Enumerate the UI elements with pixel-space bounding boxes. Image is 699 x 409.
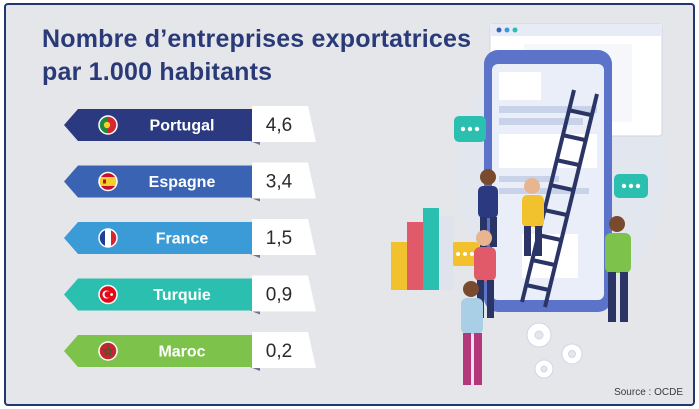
bg-blob bbox=[457, 42, 667, 302]
person-icon bbox=[478, 169, 498, 247]
infographic-frame: Nombre d’entreprises exportatrices par 1… bbox=[4, 3, 695, 406]
person-icon bbox=[522, 178, 544, 256]
portugal-flag-icon bbox=[98, 115, 118, 135]
person-icon bbox=[461, 281, 483, 385]
bar-chart-icon bbox=[391, 208, 453, 290]
category-label: France bbox=[156, 231, 209, 248]
value-box bbox=[252, 275, 316, 312]
person-icon bbox=[605, 216, 631, 322]
ladder-icon bbox=[520, 89, 599, 308]
gear-icon bbox=[534, 359, 554, 379]
category-label: Espagne bbox=[149, 174, 216, 191]
chat-bubble-icon bbox=[614, 174, 648, 198]
bar-rows: Portugal 4,6 Espagne 3,4 France 1,5 Turquie 0,9… bbox=[64, 106, 316, 371]
value-box bbox=[252, 332, 316, 368]
value-box bbox=[252, 162, 316, 199]
gear-icon bbox=[561, 343, 583, 365]
bar-row: Espagne 3,4 bbox=[64, 162, 316, 202]
window-panel-icon bbox=[489, 23, 663, 137]
gear-icon bbox=[526, 322, 552, 348]
category-label: Maroc bbox=[158, 344, 205, 361]
data-label: 4,6 bbox=[266, 115, 292, 136]
spain-flag-icon bbox=[98, 171, 118, 192]
source-note: Source : OCDE bbox=[614, 387, 683, 398]
morocco-flag-icon bbox=[98, 341, 118, 361]
bar-row: France 1,5 bbox=[64, 219, 316, 258]
chart-title: Nombre d’entreprises exportatrices par 1… bbox=[42, 23, 471, 89]
category-label: Turquie bbox=[153, 287, 211, 304]
data-label: 0,9 bbox=[266, 285, 292, 306]
chat-bubble-icon bbox=[454, 116, 486, 142]
chart-title-line1: Nombre d’entreprises exportatrices bbox=[42, 25, 472, 53]
value-box bbox=[252, 219, 316, 255]
data-label: 1,5 bbox=[266, 228, 292, 249]
turkey-flag-icon bbox=[98, 284, 118, 305]
chart-title-line2: par 1.000 habitants bbox=[42, 58, 273, 86]
category-label: Portugal bbox=[150, 118, 215, 135]
bar-row: Portugal 4,6 bbox=[64, 106, 316, 145]
data-label: 0,2 bbox=[266, 341, 292, 362]
bar-row: Maroc 0,2 bbox=[64, 332, 316, 371]
person-icon bbox=[474, 230, 496, 318]
data-label: 3,4 bbox=[266, 172, 293, 193]
phone-icon bbox=[484, 50, 612, 312]
value-box bbox=[252, 106, 316, 142]
france-flag-icon bbox=[98, 228, 118, 248]
bar-row: Turquie 0,9 bbox=[64, 275, 316, 315]
chat-bubble-icon bbox=[450, 242, 480, 266]
